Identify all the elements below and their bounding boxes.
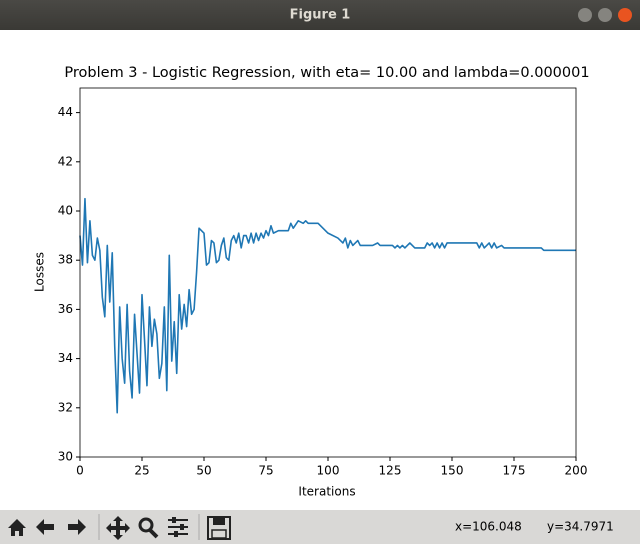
x-tick-label: 200 xyxy=(565,464,588,478)
zoom-button[interactable] xyxy=(138,517,154,533)
x-axis-label: Iterations xyxy=(298,485,355,499)
forward-button[interactable] xyxy=(68,519,86,535)
plot-frame xyxy=(79,87,577,458)
cursor-x: x=106.048 xyxy=(455,520,522,534)
y-tick-label: 32 xyxy=(58,400,73,414)
y-tick-label: 36 xyxy=(58,302,73,316)
configure-button[interactable] xyxy=(168,517,188,537)
chart-title: Problem 3 - Logistic Regression, with et… xyxy=(64,65,589,81)
y-tick-label: 44 xyxy=(58,105,73,119)
close-button[interactable] xyxy=(618,8,632,22)
x-tick-label: 150 xyxy=(441,464,464,478)
title-bar xyxy=(0,0,640,30)
save-button[interactable] xyxy=(207,516,231,540)
y-tick-label: 30 xyxy=(58,450,73,464)
x-tick-label: 75 xyxy=(258,464,273,478)
data-line xyxy=(79,197,576,414)
y-tick-label: 40 xyxy=(58,204,73,218)
maximize-button[interactable] xyxy=(598,8,612,22)
toolbar-icons xyxy=(8,516,231,540)
x-tick-label: 0 xyxy=(76,464,84,478)
x-tick-label: 25 xyxy=(134,464,149,478)
pan-button[interactable] xyxy=(106,516,130,540)
y-tick-label: 42 xyxy=(58,154,73,168)
window-title: Figure 1 xyxy=(290,8,351,23)
cursor-y: y=34.7971 xyxy=(547,520,614,534)
x-tick-label: 125 xyxy=(379,464,402,478)
x-tick-label: 100 xyxy=(317,464,340,478)
figure xyxy=(0,30,640,510)
back-button[interactable] xyxy=(36,519,54,535)
y-axis-label: Losses xyxy=(33,252,47,292)
x-tick-label: 175 xyxy=(503,464,526,478)
x-tick-label: 50 xyxy=(196,464,211,478)
y-tick-label: 38 xyxy=(58,253,73,267)
home-button[interactable] xyxy=(8,519,26,536)
toolbar xyxy=(0,510,640,544)
y-tick-label: 34 xyxy=(58,351,73,365)
minimize-button[interactable] xyxy=(578,8,592,22)
